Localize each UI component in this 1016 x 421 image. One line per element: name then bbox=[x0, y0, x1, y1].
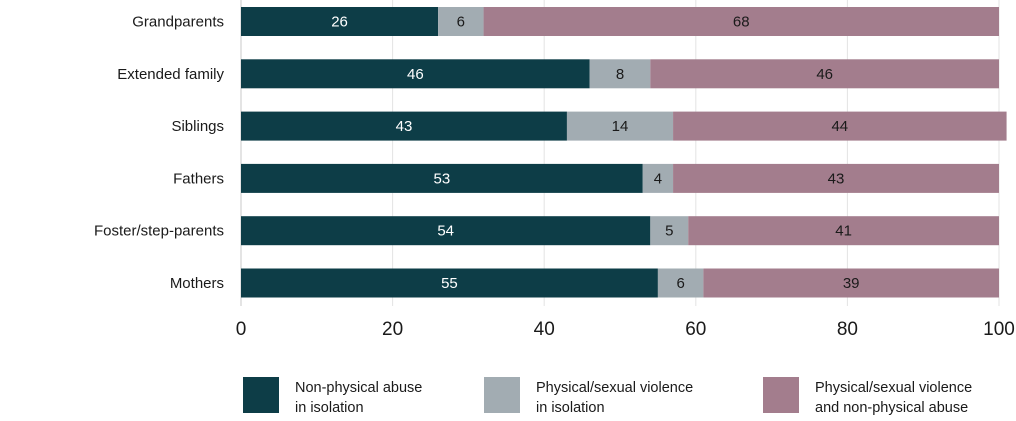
bar-grandparents-series-1 bbox=[438, 7, 484, 36]
legend-item-non-physical: Non-physical abuse in isolation bbox=[243, 377, 422, 418]
legend-swatch-non-physical bbox=[243, 377, 279, 413]
bar-extended-family-series-2 bbox=[650, 59, 999, 89]
data-label-mothers-series-1: 6 bbox=[676, 275, 684, 292]
gridlines bbox=[240, 0, 1000, 306]
bar-fathers-series-0 bbox=[241, 163, 643, 193]
x-tick-label-0: 0 bbox=[236, 319, 247, 340]
data-label-foster-step-parents-series-2: 41 bbox=[835, 223, 852, 240]
data-label-fathers-series-2: 43 bbox=[828, 170, 845, 187]
bar-foster-step-parents-series-2 bbox=[688, 216, 999, 246]
bar-siblings-series-2 bbox=[673, 111, 1007, 141]
data-label-grandparents-series-0: 26 bbox=[331, 14, 348, 31]
data-label-siblings-series-0: 43 bbox=[396, 118, 413, 135]
data-label-foster-step-parents-series-0: 54 bbox=[437, 223, 454, 240]
legend: Non-physical abuse in isolation Physical… bbox=[0, 377, 1016, 421]
x-tick-label-60: 60 bbox=[685, 319, 706, 340]
bar-grandparents-series-2 bbox=[483, 7, 999, 36]
bar-foster-step-parents-series-1 bbox=[650, 216, 689, 246]
bar-siblings-series-0 bbox=[241, 111, 567, 141]
category-label-grandparents: Grandparents bbox=[132, 14, 224, 31]
data-label-extended-family-series-0: 46 bbox=[407, 66, 424, 83]
data-label-foster-step-parents-series-1: 5 bbox=[665, 223, 673, 240]
stacked-bar-chart: 26 6 68 46 8 46 43 14 44 53 4 43 54 5 41 55 6 39 Grandpar… bbox=[94, 0, 1015, 340]
data-label-mothers-series-0: 55 bbox=[441, 275, 458, 292]
legend-swatch-physical-sexual bbox=[484, 377, 520, 413]
legend-swatch-both bbox=[763, 377, 799, 413]
bar-extended-family-series-1 bbox=[589, 59, 651, 89]
x-tick-label-20: 20 bbox=[382, 319, 403, 340]
legend-item-both: Physical/sexual violence and non-physica… bbox=[763, 377, 972, 418]
data-label-fathers-series-0: 53 bbox=[434, 170, 451, 187]
data-label-grandparents-series-1: 6 bbox=[457, 14, 465, 31]
category-label-fathers: Fathers bbox=[173, 170, 224, 187]
bar-siblings-series-1 bbox=[566, 111, 674, 141]
bar-foster-step-parents-series-0 bbox=[241, 216, 651, 246]
bar-grandparents-series-0 bbox=[241, 7, 439, 36]
x-tick-label-40: 40 bbox=[534, 319, 555, 340]
legend-label-physical-sexual: Physical/sexual violence in isolation bbox=[536, 380, 694, 416]
x-axis-ticks: 0 20 40 60 80 100 bbox=[236, 319, 1015, 340]
data-label-siblings-series-1: 14 bbox=[612, 118, 629, 135]
data-label-extended-family-series-1: 8 bbox=[616, 66, 624, 83]
legend-label-both: Physical/sexual violence and non-physica… bbox=[815, 380, 973, 416]
category-label-siblings: Siblings bbox=[171, 118, 224, 135]
bars: 26 6 68 46 8 46 43 14 44 53 4 43 54 5 41 55 6 39 bbox=[241, 7, 1007, 298]
category-label-mothers: Mothers bbox=[170, 275, 224, 292]
data-label-grandparents-series-2: 68 bbox=[733, 14, 750, 31]
x-tick-label-100: 100 bbox=[983, 319, 1015, 340]
data-label-mothers-series-2: 39 bbox=[843, 275, 860, 292]
data-label-siblings-series-2: 44 bbox=[831, 118, 848, 135]
category-label-extended-family: Extended family bbox=[117, 66, 224, 83]
bar-fathers-series-1 bbox=[642, 163, 674, 193]
legend-label-non-physical: Non-physical abuse in isolation bbox=[295, 380, 423, 416]
category-labels: Grandparents Extended family Siblings Fathe… bbox=[94, 14, 225, 293]
bar-mothers-series-1 bbox=[657, 268, 704, 298]
category-label-foster-step-parents: Foster/step-parents bbox=[94, 223, 224, 240]
legend-item-physical-sexual: Physical/sexual violence in isolation bbox=[484, 377, 693, 418]
bar-extended-family-series-0 bbox=[241, 59, 590, 89]
bar-mothers-series-0 bbox=[241, 268, 658, 298]
data-label-fathers-series-1: 4 bbox=[654, 170, 662, 187]
bar-mothers-series-2 bbox=[703, 268, 999, 298]
data-label-extended-family-series-2: 46 bbox=[816, 66, 833, 83]
x-tick-label-80: 80 bbox=[837, 319, 858, 340]
bar-fathers-series-2 bbox=[673, 163, 999, 193]
